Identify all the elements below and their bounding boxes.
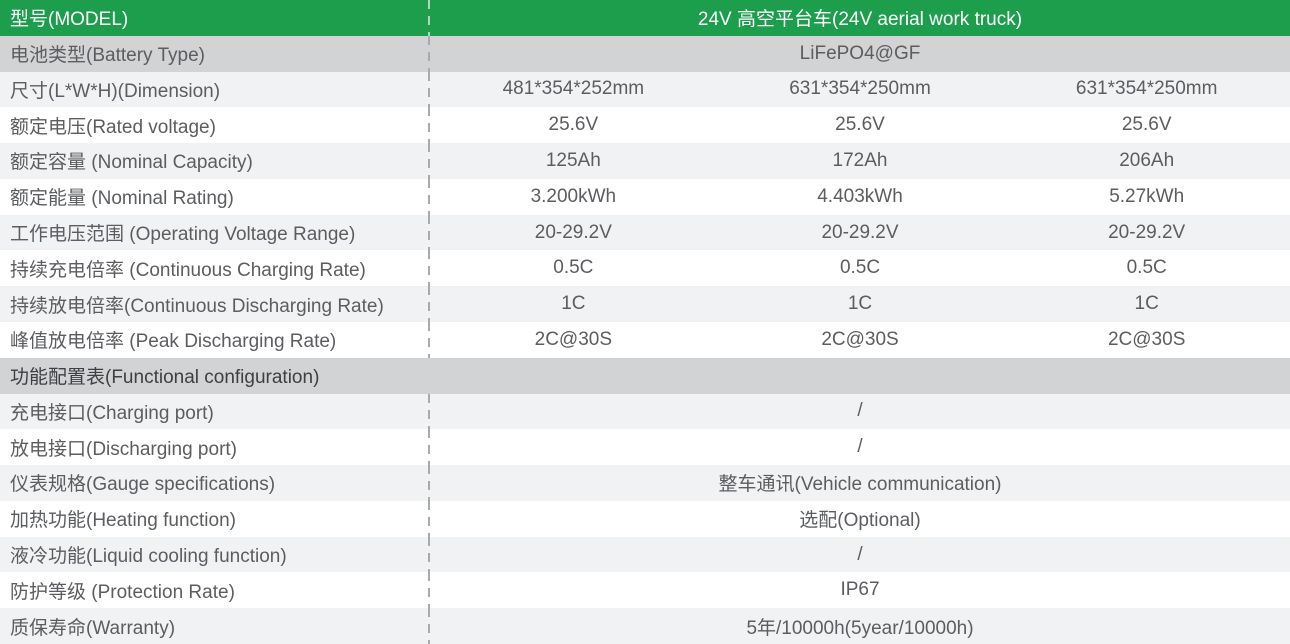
table-row: 质保寿命(Warranty) 5年/10000h(5year/10000h) [0, 608, 1290, 644]
table-row: 电池类型(Battery Type) LiFePO4@GF [0, 35, 1290, 72]
row-value: / [857, 400, 863, 422]
row-value: 1C [561, 293, 586, 315]
row-label: 功能配置表(Functional configuration) [10, 367, 320, 389]
row-values: LiFePO4@GF [430, 36, 1290, 72]
row-value: 172Ah [832, 149, 888, 171]
row-values: 125Ah 172Ah 206Ah [430, 143, 1290, 179]
row-value: LiFePO4@GF [799, 42, 921, 64]
row-label: 液冷功能(Liquid cooling function) [10, 546, 287, 568]
row-values: / [430, 394, 1290, 430]
row-value: 25.6V [835, 114, 885, 136]
row-value: 631*354*250mm [789, 78, 931, 100]
row-values: 20-29.2V 20-29.2V 20-29.2V [430, 215, 1290, 251]
row-label: 尺寸(L*W*H)(Dimension) [10, 80, 221, 102]
row-value: 125Ah [545, 149, 601, 171]
model-header-values: 24V 高空平台车(24V aerial work truck) [430, 0, 1290, 36]
row-values: 0.5C 0.5C 0.5C [430, 250, 1290, 286]
row-label: 质保寿命(Warranty) [10, 617, 176, 639]
row-values: 5年/10000h(5year/10000h) [430, 608, 1290, 644]
table-row: 充电接口(Charging port) / [0, 393, 1290, 430]
row-values: 1C 1C 1C [430, 286, 1290, 322]
row-values: 2C@30S 2C@30S 2C@30S [430, 322, 1290, 358]
row-label: 仪表规格(Gauge specifications) [10, 474, 276, 496]
row-value: 3.200kWh [530, 185, 617, 207]
row-value: 0.5C [839, 257, 881, 279]
row-value: 25.6V [1121, 114, 1172, 136]
row-value: 481*354*252mm [502, 78, 645, 100]
table-row: 持续充电倍率 (Continuous Charging Rate) 0.5C 0.… [0, 250, 1290, 287]
row-values: / [430, 537, 1290, 573]
table-row: 加热功能(Heating function) 选配(Optional) [0, 500, 1290, 537]
table-row: 额定容量 (Nominal Capacity) 125Ah 172Ah 206Ah [0, 143, 1290, 179]
section-header-row: 功能配置表(Functional configuration) [0, 357, 1290, 394]
row-value: 0.5C [553, 257, 594, 279]
table-row: 仪表规格(Gauge specifications) 整车通讯(Vehicle … [0, 465, 1290, 501]
row-label: 峰值放电倍率 (Peak Discharging Rate) [10, 331, 337, 353]
row-value: 4.403kWh [817, 185, 903, 207]
table-header-row: 型号(MODEL) 24V 高空平台车(24V aerial work truc… [0, 0, 1290, 36]
row-label: 额定容量 (Nominal Capacity) [10, 152, 253, 174]
row-values: 选配(Optional) [430, 501, 1290, 537]
row-label: 放电接口(Discharging port) [10, 438, 237, 460]
row-value: 整车通讯(Vehicle communication) [718, 474, 1002, 496]
row-label: 防护等级 (Protection Rate) [10, 581, 235, 603]
row-values: 3.200kWh 4.403kWh 5.27kWh [430, 179, 1290, 215]
table-row: 防护等级 (Protection Rate) IP67 [0, 572, 1290, 609]
row-label: 持续充电倍率 (Continuous Charging Rate) [10, 259, 366, 281]
table-row: 尺寸(L*W*H)(Dimension) 481*354*252mm 631*35… [0, 71, 1290, 108]
row-value: 631*354*250mm [1075, 78, 1218, 100]
row-label: 持续放电倍率(Continuous Discharging Rate) [10, 295, 384, 317]
table-row: 工作电压范围 (Operating Voltage Range) 20-29.2… [0, 214, 1290, 251]
row-value: 20-29.2V [821, 221, 899, 243]
row-label: 加热功能(Heating function) [10, 510, 236, 532]
model-header-label: 型号(MODEL) [10, 9, 129, 31]
row-label: 充电接口(Charging port) [10, 402, 214, 424]
row-label: 工作电压范围 (Operating Voltage Range) [10, 224, 356, 246]
row-value: IP67 [840, 579, 880, 601]
table-row: 放电接口(Discharging port) / [0, 429, 1290, 466]
row-value: 1C [1134, 293, 1159, 315]
row-values: / [430, 429, 1290, 465]
row-value: 2C@30S [1107, 328, 1186, 350]
row-values: 整车通讯(Vehicle communication) [430, 465, 1290, 501]
row-value: 2C@30S [821, 328, 899, 350]
row-value: 25.6V [548, 114, 599, 136]
row-values: 481*354*252mm 631*354*250mm 631*354*250mm [430, 72, 1290, 108]
row-value: 选配(Optional) [799, 510, 921, 532]
row-value: 5年/10000h(5year/10000h) [746, 617, 974, 639]
row-value: 206Ah [1119, 149, 1175, 171]
row-label: 额定电压(Rated voltage) [10, 116, 216, 138]
table-row: 持续放电倍率(Continuous Discharging Rate) 1C 1C… [0, 286, 1290, 322]
row-value: / [857, 436, 863, 458]
row-values: 25.6V 25.6V 25.6V [430, 107, 1290, 143]
row-label: 电池类型(Battery Type) [10, 45, 205, 67]
model-header-value: 24V 高空平台车(24V aerial work truck) [697, 9, 1023, 31]
table-row: 液冷功能(Liquid cooling function) / [0, 536, 1290, 573]
table-row: 额定能量 (Nominal Rating) 3.200kWh 4.403kWh 5.… [0, 178, 1290, 215]
row-value: 20-29.2V [1108, 221, 1186, 243]
table-row: 额定电压(Rated voltage) 25.6V 25.6V 25.6V [0, 107, 1290, 144]
row-value: 0.5C [1126, 257, 1167, 279]
row-value: 20-29.2V [534, 221, 612, 243]
row-value: / [857, 543, 863, 565]
table-row: 峰值放电倍率 (Peak Discharging Rate) 2C@30S 2C@… [0, 322, 1290, 358]
row-value: 2C@30S [534, 328, 613, 350]
row-label: 额定能量 (Nominal Rating) [10, 188, 234, 210]
row-value: 5.27kWh [1109, 185, 1185, 207]
row-value: 1C [847, 293, 873, 315]
row-values: IP67 [430, 572, 1290, 608]
